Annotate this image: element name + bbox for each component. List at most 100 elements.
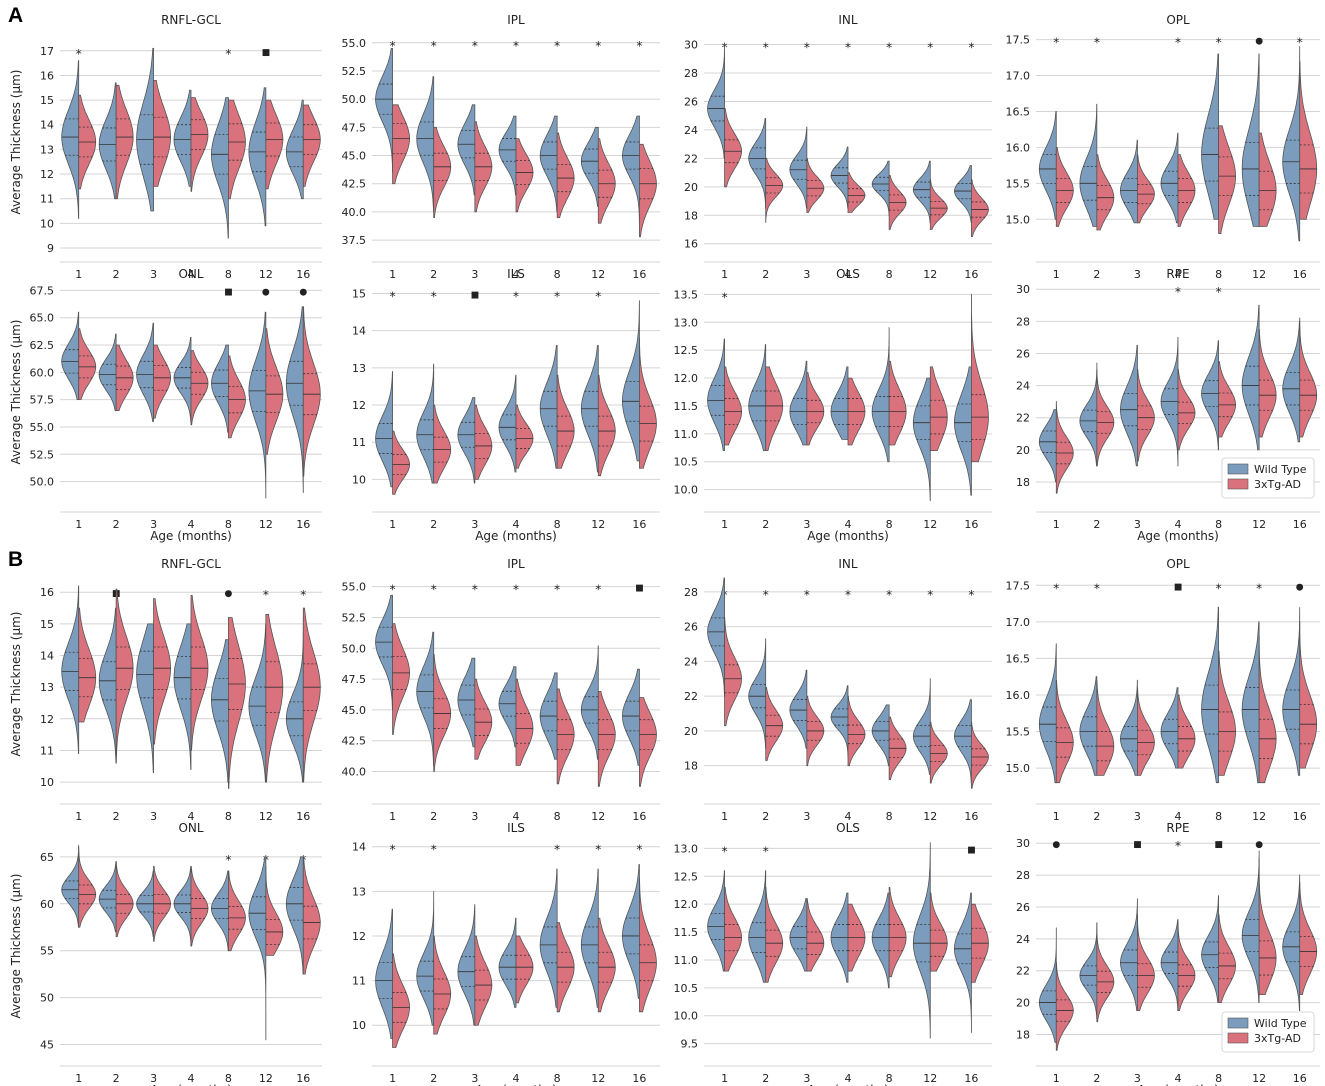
significance-marker: * [513,289,519,303]
x-tick-label: 4 [845,1072,852,1085]
significance-marker: * [763,844,769,858]
y-tick-label: 11.5 [674,400,699,413]
y-tick-label: 18 [1016,476,1030,489]
violin-half-wild-type [1079,922,1098,1020]
x-tick-label: 2 [1093,810,1100,823]
y-axis-label: Average Thickness (μm) [9,874,23,1019]
significance-marker: * [804,41,810,55]
y-tick-label: 30 [1016,283,1030,296]
violin-half-3xtg-ad [392,104,411,185]
chart-title: ILS [507,821,525,835]
violin-half-3xtg-ad [515,678,534,766]
significance-marker: * [431,843,437,857]
violin-half-wild-type [621,864,640,999]
x-tick-label: 2 [113,268,120,281]
significance-marker: * [1175,36,1181,50]
violin-half-wild-type [98,333,117,412]
y-tick-label: 15.5 [1006,177,1031,190]
y-tick-label: 18 [684,209,698,222]
significance-marker: * [1053,581,1059,595]
legend-swatch [1227,463,1249,475]
violin-half-wild-type [285,617,304,783]
x-tick-label: 8 [886,268,893,281]
y-tick-label: 12 [40,713,54,726]
y-tick-label: 22 [684,690,698,703]
violin-half-3xtg-ad [190,350,209,426]
significance-marker: ■ [262,48,271,58]
x-tick-label: 16 [632,1072,646,1085]
violin-half-3xtg-ad [1299,882,1318,996]
violin-half-wild-type [457,104,476,196]
x-tick-label: 4 [1175,810,1182,823]
violin-half-wild-type [1160,132,1179,224]
violin-half-3xtg-ad [1218,914,1237,1004]
x-tick-label: 16 [1293,268,1307,281]
violin-half-wild-type [457,657,476,748]
y-tick-label: 11 [40,193,54,206]
violin-half-3xtg-ad [1137,914,1155,1012]
violin-half-wild-type [1079,676,1098,776]
x-tick-label: 4 [1175,1072,1182,1085]
x-tick-label: 8 [1215,810,1222,823]
violin-half-3xtg-ad [597,138,616,224]
x-tick-label: 16 [296,810,310,823]
y-tick-label: 40.0 [342,766,367,779]
x-tick-label: 1 [389,1072,396,1085]
chart-b-ils: 10 11 12 13 14 ILS Age (months) 1 * 2 * 3 4 8 * 12 * 16 * [352,821,660,1086]
legend-label: 3xTg-AD [1254,1032,1301,1045]
violin-half-wild-type [173,89,192,187]
y-tick-label: 47.5 [342,673,367,686]
x-tick-label: 3 [471,1072,478,1085]
x-tick-label: 8 [225,810,232,823]
x-tick-label: 3 [1134,518,1141,531]
y-tick-label: 17.0 [1006,70,1031,83]
violin-half-3xtg-ad [970,293,989,463]
y-tick-label: 12 [40,168,54,181]
chart-b-opl: 15.0 15.5 16.0 16.5 17.0 17.5 OPL 1 * 2 * 3 4 ■ 8 * 12 * 1… [1006,557,1320,823]
panel-label-a: A [8,4,24,27]
legend-label: Wild Type [1254,1017,1307,1030]
x-tick-label: 1 [721,518,728,531]
y-tick-label: 57.5 [30,394,55,407]
x-tick-label: 3 [803,268,810,281]
violin-half-3xtg-ad [78,607,97,723]
violin-half-3xtg-ad [1055,401,1074,494]
y-tick-label: 55.0 [342,37,367,50]
significance-marker: * [1094,581,1100,595]
significance-marker: ■ [471,290,480,300]
x-tick-label: 16 [296,1072,310,1085]
x-tick-label: 8 [554,268,561,281]
y-tick-label: 11 [352,975,366,988]
violin-half-wild-type [248,623,267,783]
x-tick-label: 4 [513,1072,520,1085]
violin-half-wild-type [707,43,725,159]
y-tick-label: 30 [684,39,698,52]
violin-half-3xtg-ad [639,143,657,238]
chart-title: OLS [836,267,860,281]
y-tick-label: 20 [1016,997,1030,1010]
violin-half-3xtg-ad [115,861,134,938]
significance-marker: * [886,41,892,55]
violin-half-3xtg-ad [847,172,866,213]
violin-half-3xtg-ad [302,856,321,975]
y-axis-label: Average Thickness (μm) [9,612,23,757]
violin-half-3xtg-ad [1299,317,1318,438]
violin-half-3xtg-ad [556,132,575,219]
violin-half-wild-type [98,861,117,933]
y-tick-label: 11.0 [674,954,699,967]
x-tick-label: 4 [1175,518,1182,531]
violin-half-wild-type [1038,927,1057,1043]
y-tick-label: 60.0 [30,366,55,379]
x-tick-label: 3 [471,810,478,823]
y-tick-label: 24 [1016,933,1030,946]
violin-half-wild-type [1119,344,1138,467]
chart-b-onl: 45 50 55 60 65 ONL Average Thickness (μm) Age (… [9,821,322,1086]
violin-half-wild-type [748,118,767,209]
x-tick-label: 4 [188,1072,195,1085]
violin-half-wild-type [580,126,599,207]
violin-half-3xtg-ad [765,886,784,983]
violin-half-wild-type [61,844,80,928]
x-tick-label: 8 [886,810,893,823]
y-tick-label: 15.5 [1006,726,1031,739]
